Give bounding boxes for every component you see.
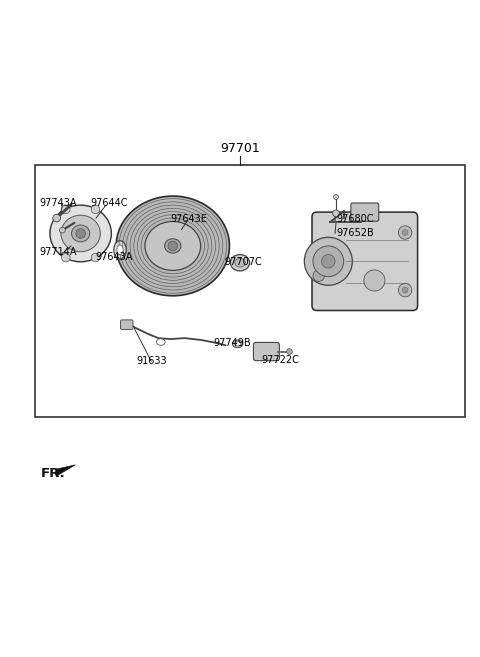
Circle shape (398, 226, 412, 239)
Circle shape (61, 253, 70, 262)
Ellipse shape (50, 205, 111, 261)
FancyBboxPatch shape (253, 342, 279, 361)
Circle shape (53, 214, 60, 222)
FancyBboxPatch shape (312, 212, 418, 311)
Circle shape (76, 229, 85, 238)
Ellipse shape (117, 245, 123, 254)
Text: 97707C: 97707C (225, 258, 263, 267)
Ellipse shape (116, 196, 229, 296)
Text: 97722C: 97722C (262, 355, 300, 365)
Text: 97701: 97701 (220, 142, 260, 155)
Ellipse shape (72, 225, 90, 242)
Text: FR.: FR. (41, 467, 66, 480)
Text: 97743A: 97743A (39, 198, 77, 208)
Ellipse shape (232, 340, 243, 348)
Text: 97749B: 97749B (214, 338, 251, 348)
Circle shape (364, 270, 385, 291)
Bar (35, 166, 465, 417)
Ellipse shape (61, 215, 100, 252)
Ellipse shape (235, 258, 245, 267)
Text: 91633: 91633 (137, 356, 168, 366)
Circle shape (313, 246, 344, 277)
Circle shape (402, 287, 408, 293)
Circle shape (313, 270, 324, 281)
Text: 97644C: 97644C (90, 198, 128, 208)
Circle shape (287, 349, 292, 354)
Circle shape (333, 210, 339, 217)
FancyBboxPatch shape (351, 203, 379, 221)
Ellipse shape (114, 240, 126, 259)
Circle shape (91, 253, 100, 262)
Circle shape (334, 194, 338, 199)
Circle shape (168, 241, 178, 251)
Circle shape (60, 227, 65, 233)
Circle shape (398, 283, 412, 297)
Circle shape (61, 205, 70, 214)
Ellipse shape (234, 342, 240, 346)
Text: 97643A: 97643A (95, 252, 132, 262)
Text: 97652B: 97652B (336, 227, 374, 237)
Text: 97714A: 97714A (39, 246, 77, 257)
Circle shape (304, 237, 352, 285)
Ellipse shape (165, 238, 181, 253)
Text: 97680C: 97680C (336, 214, 373, 224)
Ellipse shape (145, 221, 201, 271)
Circle shape (402, 229, 408, 235)
Polygon shape (56, 464, 75, 476)
FancyBboxPatch shape (120, 320, 133, 329)
Circle shape (91, 205, 100, 214)
Circle shape (322, 254, 335, 268)
Text: 97643E: 97643E (170, 214, 207, 224)
Ellipse shape (230, 254, 250, 271)
